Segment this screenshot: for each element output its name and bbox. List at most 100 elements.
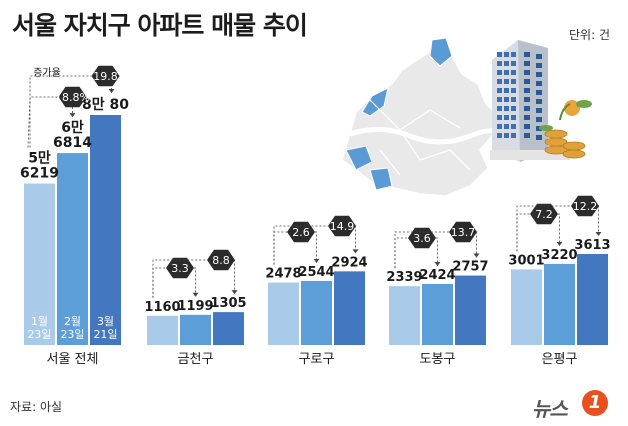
building-window [511,124,516,129]
growth-connector [394,237,408,269]
building-window [524,97,530,102]
growth-connector [598,205,599,236]
value-label: 1160 [144,300,180,315]
building-window [497,124,502,129]
building-window [524,61,530,66]
value-label: 8만 80 [82,97,129,113]
building-window [524,115,530,120]
building-window [504,70,509,75]
value-label: 6만 [61,120,84,136]
growth-arrow-icon [192,292,199,297]
bar-5-2 [544,263,575,345]
building-window [497,52,502,57]
map-district-eunpyeong [361,87,389,117]
map-border-6 [379,149,401,176]
building-window [511,106,516,111]
building-window [536,90,542,95]
growth-hexagon [287,221,315,243]
bar-2-2 [180,314,211,345]
growth-arrow-icon [595,232,602,236]
growth-rate-label: 14.9 [330,220,355,233]
building-window [497,61,502,66]
value-label: 6814 [53,135,92,151]
building-window [536,63,542,68]
building-window [511,79,516,84]
growth-hexagon [166,257,194,279]
building-window [497,115,502,120]
growth-hexagon [58,86,87,108]
bar-2-3 [213,312,244,345]
growth-rate-label: 3.3 [171,262,189,275]
building-window [511,97,516,102]
building-window [511,52,516,57]
building-window [504,52,509,57]
bar-2-1 [147,315,178,345]
growth-arrow-icon [352,249,359,254]
value-label: 6219 [20,166,59,182]
unit-label: 단위: 건 [569,28,610,42]
map-district-geumcheon [369,167,393,191]
growth-hexagon [449,221,477,243]
map-border-5 [449,149,471,171]
building-window [524,79,530,84]
map-border-1 [399,109,431,131]
bar-series-label: 2월 [64,315,81,328]
building-window [504,133,509,138]
growth-connector [29,75,92,148]
building-window [504,88,509,93]
building-window [524,106,530,111]
growth-connector [394,231,449,269]
growth-connector [234,259,235,295]
building-window [511,88,516,93]
bar-5-3 [577,254,608,345]
value-label: 5만 [28,151,51,167]
map-district-dobong [429,37,453,67]
growth-hexagon [328,215,356,237]
source-label: 자료: 아실 [10,400,63,414]
building-window [511,133,516,138]
value-label: 2544 [298,265,334,280]
value-label: 3001 [508,253,544,268]
growth-connector [558,213,560,246]
growth-rate-label: 12.2 [573,200,598,213]
building-window [524,52,530,57]
coin-icon [544,129,568,139]
value-label: 2757 [452,260,488,275]
map-district-guro [345,145,373,171]
growth-arrow-icon [473,253,480,258]
value-label: 3613 [574,238,610,253]
map-border-3 [399,129,421,161]
han-river-line [349,127,501,145]
bar-3-1 [268,282,299,345]
bar-series-label: 23일 [60,327,84,341]
growth-connector [27,96,59,148]
growth-connector [516,213,530,252]
category-label: 서울 전체 [47,352,99,367]
building-window [504,115,509,120]
building-window [497,133,502,138]
growth-rate-label: 18.8% [55,91,90,104]
growth-rate-label: 7.2 [535,208,553,221]
value-label: 2478 [265,267,301,282]
logo-text: 뉴스 [532,397,568,421]
growth-rate-caption: 증가율 [33,67,61,79]
growth-connector [152,267,166,298]
seoul-map-outline [341,45,503,197]
bar-series-label: 3월 [97,315,114,328]
building-window [504,97,509,102]
growth-connector [273,225,328,265]
bar-1-3 [90,115,121,345]
growth-connector [355,225,356,254]
growth-connector [194,267,196,297]
value-label: 3220 [541,248,577,263]
bar-3-2 [301,280,332,345]
building-window [497,106,502,111]
category-label: 도봉구 [420,352,456,367]
value-label: 1199 [177,299,213,314]
bar-1-2 [57,153,88,345]
growth-connector [436,237,438,266]
building-window [524,88,530,93]
building-window [536,126,542,131]
building-window [536,117,542,122]
